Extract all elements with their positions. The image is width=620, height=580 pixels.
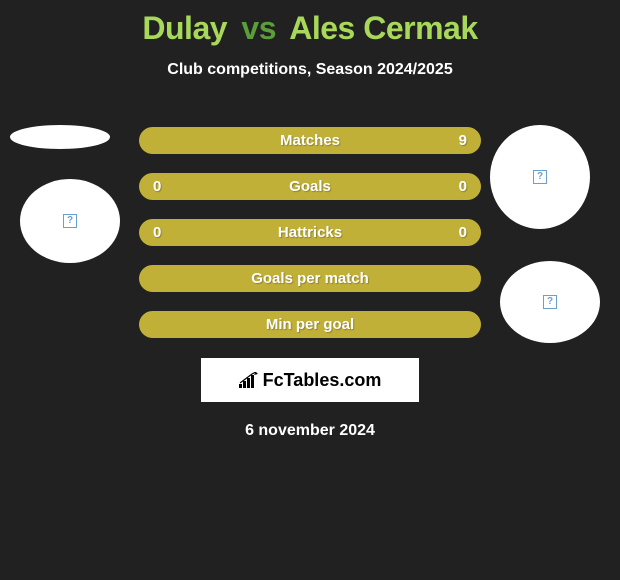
stat-label: Min per goal bbox=[266, 316, 354, 333]
stat-right-value: 9 bbox=[447, 132, 467, 149]
player-b-name: Ales Cermak bbox=[289, 10, 477, 46]
decoration-ellipse-left bbox=[10, 125, 110, 149]
stat-row-matches: Matches 9 bbox=[139, 127, 481, 154]
brand-watermark: FcTables.com bbox=[201, 358, 419, 402]
stat-left-value: 0 bbox=[153, 178, 173, 195]
stat-label: Goals per match bbox=[251, 270, 369, 287]
vs-separator: vs bbox=[241, 10, 276, 46]
player-a-avatar-circle: ? bbox=[20, 179, 120, 263]
subtitle: Club competitions, Season 2024/2025 bbox=[0, 61, 620, 79]
image-placeholder-icon: ? bbox=[533, 170, 547, 184]
stat-row-goals: 0 Goals 0 bbox=[139, 173, 481, 200]
fctables-logo-icon bbox=[239, 372, 259, 388]
comparison-title: Dulay vs Ales Cermak bbox=[0, 0, 620, 47]
player-a-name: Dulay bbox=[142, 10, 227, 46]
stat-label: Matches bbox=[280, 132, 340, 149]
update-date: 6 november 2024 bbox=[0, 422, 620, 440]
stat-row-goals-per-match: Goals per match bbox=[139, 265, 481, 292]
stat-row-hattricks: 0 Hattricks 0 bbox=[139, 219, 481, 246]
stat-right-value: 0 bbox=[447, 224, 467, 241]
stat-row-min-per-goal: Min per goal bbox=[139, 311, 481, 338]
player-b-avatar-circle-top: ? bbox=[490, 125, 590, 229]
stat-right-value: 0 bbox=[447, 178, 467, 195]
stat-label: Hattricks bbox=[278, 224, 342, 241]
stat-left-value: 0 bbox=[153, 224, 173, 241]
stat-label: Goals bbox=[289, 178, 331, 195]
player-b-avatar-circle-bottom: ? bbox=[500, 261, 600, 343]
image-placeholder-icon: ? bbox=[63, 214, 77, 228]
brand-text: FcTables.com bbox=[263, 370, 382, 391]
image-placeholder-icon: ? bbox=[543, 295, 557, 309]
